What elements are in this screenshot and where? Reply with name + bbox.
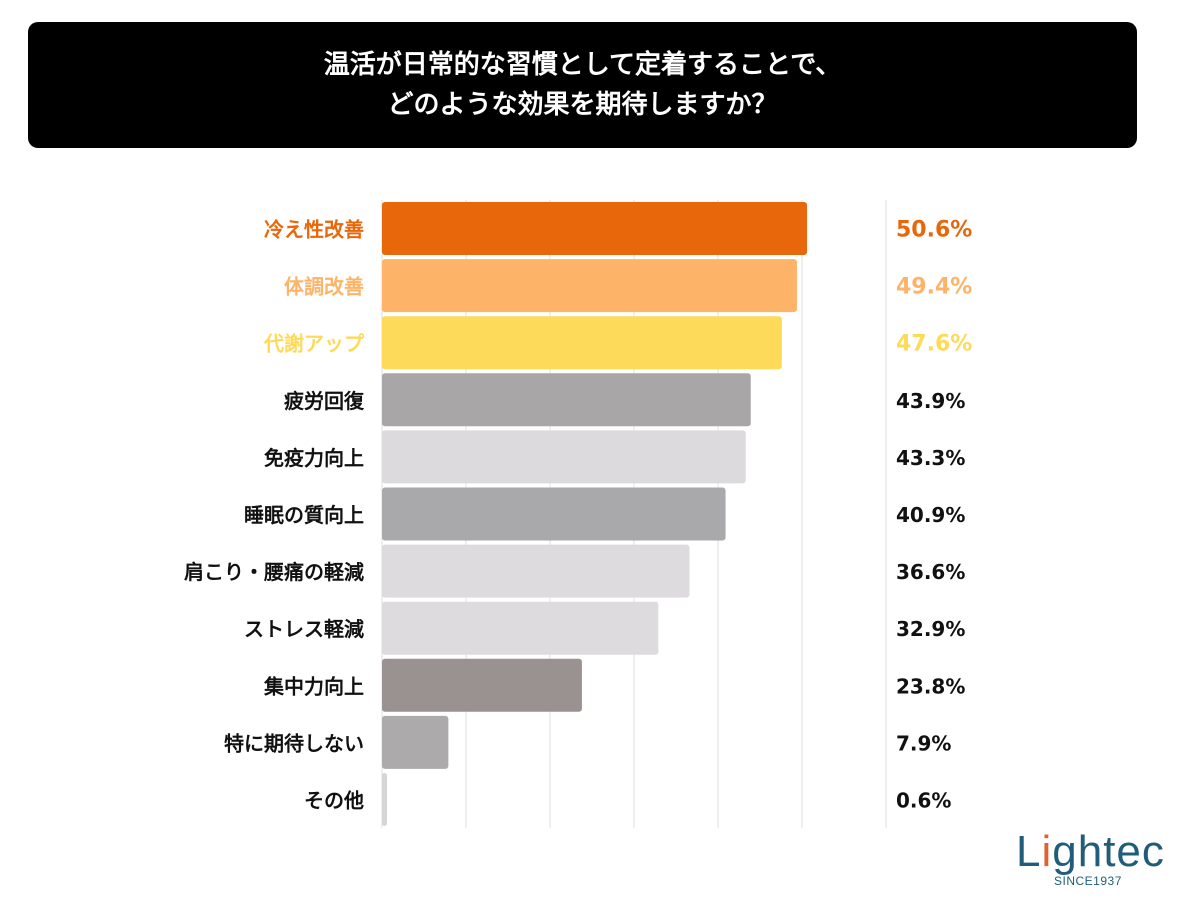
bar	[382, 202, 808, 255]
lightec-logo: Lightec SINCE1937	[1016, 827, 1165, 889]
chart-title: 温活が日常的な習慣として定着することで、 どのような効果を期待しますか？	[28, 22, 1137, 148]
bar	[382, 259, 797, 313]
category-label: その他	[304, 789, 364, 813]
category-label: 集中力向上	[263, 674, 364, 698]
value-label: 7.9%	[896, 731, 951, 755]
value-label: 36.6%	[896, 560, 965, 584]
value-label: 43.3%	[896, 446, 965, 470]
title-line-2: どのような効果を期待しますか？	[387, 90, 778, 120]
title-line-1: 温活が日常的な習慣として定着することで、	[323, 50, 842, 80]
value-label: 32.9%	[896, 617, 965, 641]
bar	[382, 658, 582, 712]
value-label: 40.9%	[896, 503, 965, 527]
bar	[382, 316, 782, 370]
bar	[382, 487, 726, 541]
value-label: 43.9%	[896, 389, 965, 413]
category-label: 冷え性改善	[264, 218, 364, 242]
value-label: 23.8%	[896, 674, 965, 698]
bar	[382, 601, 659, 655]
bar	[382, 544, 690, 598]
value-label: 47.6%	[896, 332, 972, 357]
category-label: 代謝アップ	[263, 332, 365, 356]
value-label: 49.4%	[896, 275, 972, 300]
category-label: 免疫力向上	[264, 446, 364, 470]
value-label: 0.6%	[896, 789, 951, 813]
bar	[382, 373, 751, 427]
category-label: 疲労回復	[284, 389, 365, 413]
bar	[382, 715, 449, 769]
category-label: 体調改善	[284, 275, 364, 299]
bar	[382, 773, 388, 826]
category-label: 肩こり・腰痛の軽減	[184, 560, 364, 584]
category-label: ストレス軽減	[244, 617, 364, 641]
bar	[382, 430, 746, 484]
category-label: 特に期待しない	[224, 731, 364, 755]
value-label: 50.6%	[896, 218, 972, 243]
category-label: 睡眠の質向上	[244, 503, 364, 527]
